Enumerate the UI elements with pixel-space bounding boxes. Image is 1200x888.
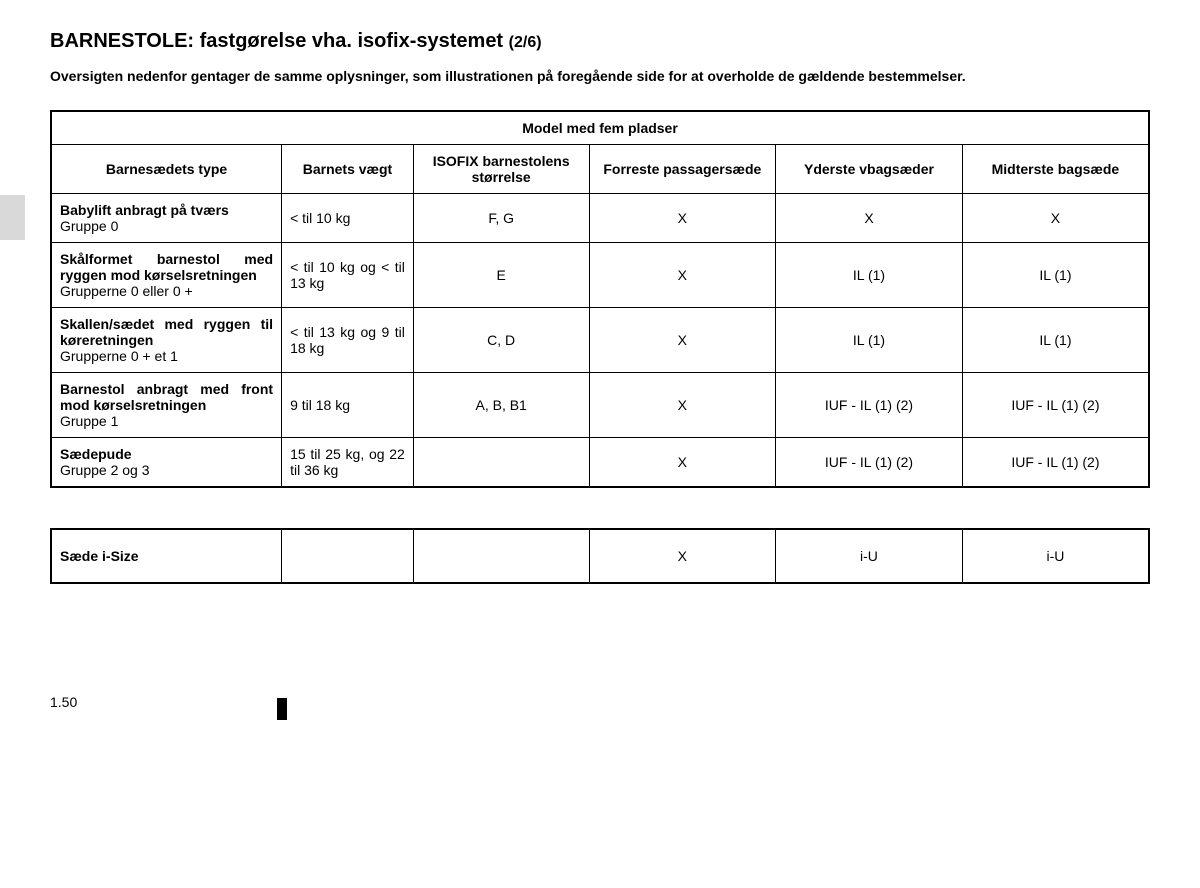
type-group: Gruppe 2 og 3	[60, 462, 273, 478]
cell-size: A, B, B1	[413, 372, 589, 437]
header-size: ISOFIX barnestolens størrelse	[413, 144, 589, 193]
cell-middle: IL (1)	[962, 307, 1149, 372]
cell-middle: IL (1)	[962, 242, 1149, 307]
cell-front: X	[589, 242, 776, 307]
title-suffix: (2/6)	[509, 34, 542, 51]
type-bold: Barnestol anbragt med front mod kørselsr…	[60, 381, 273, 413]
isize-table: Sæde i-Size X i-U i-U	[50, 528, 1150, 584]
intro-text: Oversigten nedenfor gentager de samme op…	[50, 67, 1150, 86]
table-row: Skålformet barnestol med ryggen mod kørs…	[51, 242, 1149, 307]
cell-type: Babylift anbragt på tværs Gruppe 0	[51, 193, 282, 242]
type-bold: Skallen/sædet med ryggen til køreretning…	[60, 316, 273, 348]
page-number: 1.50	[50, 694, 1150, 710]
table-row: Sædepude Gruppe 2 og 3 15 til 25 kg, og …	[51, 437, 1149, 487]
table-caption: Model med fem pladser	[51, 111, 1149, 145]
type-bold: Babylift anbragt på tværs	[60, 202, 273, 218]
cell-front: X	[589, 193, 776, 242]
cell-weight: < til 10 kg og < til 13 kg	[282, 242, 414, 307]
header-middle: Midterste bagsæde	[962, 144, 1149, 193]
cell-weight: 9 til 18 kg	[282, 372, 414, 437]
cell-middle: IUF - IL (1) (2)	[962, 372, 1149, 437]
cell-size: E	[413, 242, 589, 307]
isize-label-text: Sæde i-Size	[60, 548, 139, 564]
isize-front: X	[589, 529, 776, 583]
cell-type: Skålformet barnestol med ryggen mod kørs…	[51, 242, 282, 307]
cell-size: F, G	[413, 193, 589, 242]
cell-front: X	[589, 372, 776, 437]
cell-front: X	[589, 307, 776, 372]
page-title: BARNESTOLE: fastgørelse vha. isofix-syst…	[50, 30, 1150, 53]
type-group: Grupperne 0 + et 1	[60, 348, 273, 364]
cell-size: C, D	[413, 307, 589, 372]
type-bold: Sædepude	[60, 446, 273, 462]
cell-weight: < til 10 kg	[282, 193, 414, 242]
type-group: Grupperne 0 eller 0 +	[60, 283, 273, 299]
cell-weight: < til 13 kg og 9 til 18 kg	[282, 307, 414, 372]
cell-outer: IL (1)	[776, 307, 963, 372]
cell-outer: IL (1)	[776, 242, 963, 307]
cell-middle: X	[962, 193, 1149, 242]
type-bold: Skålformet barnestol med ryggen mod kørs…	[60, 251, 273, 283]
isize-label: Sæde i-Size	[51, 529, 282, 583]
isize-empty	[413, 529, 589, 583]
title-main: BARNESTOLE: fastgørelse vha. isofix-syst…	[50, 30, 509, 52]
header-outer: Yderste vbagsæder	[776, 144, 963, 193]
isize-empty	[282, 529, 414, 583]
type-group: Gruppe 0	[60, 218, 273, 234]
table-row: Barnestol anbragt med front mod kørselsr…	[51, 372, 1149, 437]
isize-middle: i-U	[962, 529, 1149, 583]
header-type: Barnesædets type	[51, 144, 282, 193]
footer-mark	[277, 698, 287, 720]
isize-row: Sæde i-Size X i-U i-U	[51, 529, 1149, 583]
document-page: BARNESTOLE: fastgørelse vha. isofix-syst…	[0, 0, 1200, 730]
table-row: Skallen/sædet med ryggen til køreretning…	[51, 307, 1149, 372]
cell-type: Sædepude Gruppe 2 og 3	[51, 437, 282, 487]
cell-middle: IUF - IL (1) (2)	[962, 437, 1149, 487]
isofix-table: Model med fem pladser Barnesædets type B…	[50, 110, 1150, 488]
header-weight: Barnets vægt	[282, 144, 414, 193]
type-group: Gruppe 1	[60, 413, 273, 429]
cell-outer: IUF - IL (1) (2)	[776, 372, 963, 437]
table-row: Babylift anbragt på tværs Gruppe 0 < til…	[51, 193, 1149, 242]
isize-outer: i-U	[776, 529, 963, 583]
cell-outer: X	[776, 193, 963, 242]
cell-type: Skallen/sædet med ryggen til køreretning…	[51, 307, 282, 372]
header-front: Forreste passagersæde	[589, 144, 776, 193]
cell-type: Barnestol anbragt med front mod kørselsr…	[51, 372, 282, 437]
cell-front: X	[589, 437, 776, 487]
cell-weight: 15 til 25 kg, og 22 til 36 kg	[282, 437, 414, 487]
cell-size	[413, 437, 589, 487]
cell-outer: IUF - IL (1) (2)	[776, 437, 963, 487]
